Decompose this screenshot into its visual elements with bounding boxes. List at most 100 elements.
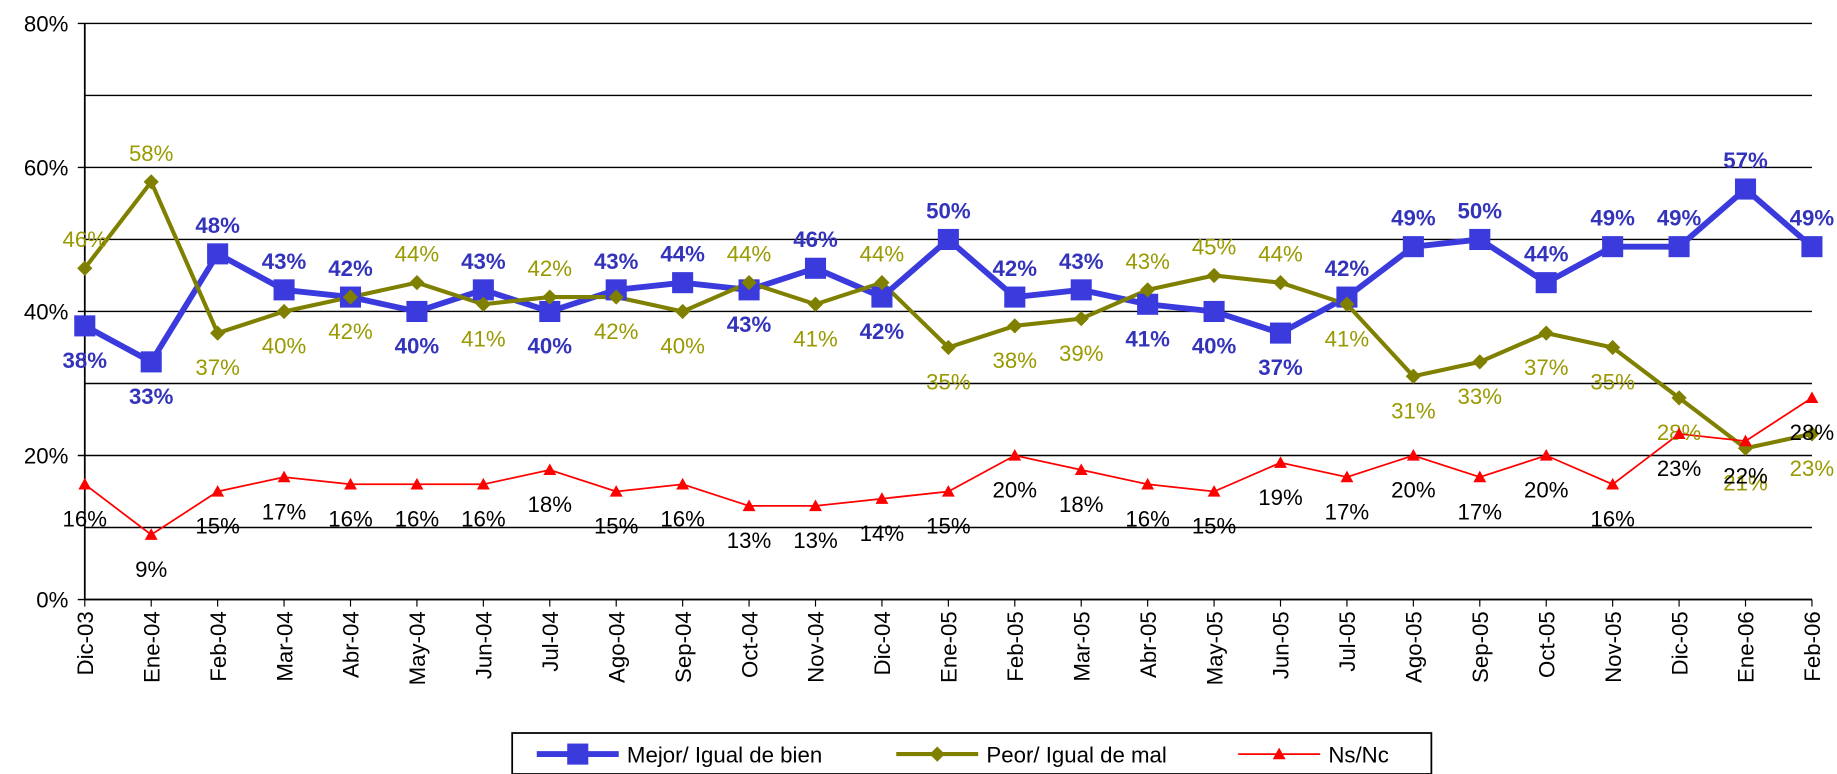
- data-label: 13%: [727, 528, 772, 553]
- data-label: 40%: [528, 334, 573, 359]
- marker: [144, 528, 158, 540]
- data-label: 49%: [1391, 206, 1436, 231]
- data-label: 44%: [860, 242, 905, 267]
- marker: [207, 243, 229, 265]
- data-label: 9%: [135, 557, 167, 582]
- data-label: 44%: [1258, 242, 1303, 267]
- data-label: 38%: [63, 348, 108, 373]
- data-label: 41%: [461, 326, 506, 351]
- marker: [1469, 228, 1491, 250]
- marker: [609, 485, 623, 497]
- data-label: 44%: [727, 242, 772, 267]
- data-label: 40%: [1192, 334, 1237, 359]
- data-label: 23%: [1790, 456, 1835, 481]
- data-label: 42%: [1325, 256, 1370, 281]
- data-label: 58%: [129, 141, 174, 166]
- data-label: 19%: [1258, 485, 1303, 510]
- data-label: 16%: [461, 506, 506, 531]
- x-tick-label: Feb-06: [1800, 611, 1825, 681]
- data-label: 15%: [1192, 514, 1237, 539]
- data-label: 43%: [262, 249, 307, 274]
- data-label: 35%: [1590, 370, 1635, 395]
- y-tick-label: 20%: [24, 444, 69, 469]
- marker: [871, 286, 893, 308]
- data-label: 37%: [195, 355, 240, 380]
- x-tick-label: Ene-05: [937, 611, 962, 683]
- x-tick-label: Mar-05: [1069, 611, 1094, 681]
- marker: [1605, 339, 1621, 356]
- marker: [741, 275, 757, 291]
- x-tick-label: Dic-05: [1667, 611, 1692, 675]
- x-tick-label: Sep-04: [671, 611, 696, 683]
- marker: [742, 499, 756, 512]
- marker: [342, 289, 359, 305]
- x-tick-label: Nov-04: [804, 611, 829, 683]
- data-label: 17%: [1458, 499, 1503, 524]
- data-label: 57%: [1723, 148, 1768, 173]
- marker: [1207, 485, 1221, 497]
- data-label: 44%: [395, 242, 440, 267]
- data-label: 49%: [1790, 206, 1835, 231]
- data-label: 44%: [660, 242, 705, 267]
- legend-item: Ns/Nc: [1238, 742, 1389, 767]
- marker: [1539, 449, 1553, 461]
- marker: [1606, 477, 1620, 490]
- data-label: 15%: [594, 514, 639, 539]
- marker: [77, 260, 93, 276]
- data-label: 15%: [926, 514, 971, 539]
- marker: [1073, 311, 1089, 327]
- data-label: 42%: [993, 256, 1038, 281]
- data-label: 42%: [328, 319, 373, 344]
- marker: [543, 463, 557, 476]
- data-label: 33%: [129, 384, 174, 409]
- marker: [672, 272, 694, 294]
- data-label: 44%: [1524, 242, 1569, 267]
- marker: [140, 351, 162, 373]
- data-label: 16%: [328, 506, 373, 531]
- data-label: 14%: [860, 521, 905, 546]
- marker: [676, 477, 690, 490]
- marker: [1668, 236, 1690, 258]
- data-label: 28%: [1790, 420, 1835, 445]
- marker: [1739, 434, 1752, 447]
- x-tick-label: Jul-05: [1335, 611, 1360, 672]
- marker: [675, 303, 691, 320]
- data-label: 21%: [1723, 470, 1768, 495]
- data-label: 50%: [926, 198, 971, 223]
- marker: [539, 300, 561, 323]
- data-label: 42%: [328, 256, 373, 281]
- marker: [1272, 275, 1289, 291]
- marker: [1805, 391, 1819, 404]
- x-tick-label: Abr-04: [339, 611, 364, 678]
- x-tick-label: Jul-04: [538, 611, 563, 672]
- marker: [1137, 293, 1159, 315]
- marker: [277, 470, 291, 483]
- data-label: 37%: [1258, 355, 1303, 380]
- marker: [1007, 318, 1023, 334]
- marker: [1402, 236, 1424, 258]
- marker: [210, 325, 226, 341]
- data-label: 37%: [1524, 355, 1569, 380]
- y-tick-label: 60%: [24, 156, 69, 181]
- legend-item: Mejor/ Igual de bien: [536, 742, 822, 767]
- data-label: 42%: [528, 256, 573, 281]
- data-label: 18%: [528, 492, 573, 517]
- marker: [937, 228, 959, 250]
- marker: [875, 492, 889, 504]
- marker: [78, 477, 92, 490]
- data-label: 20%: [1391, 478, 1436, 503]
- marker: [1203, 300, 1225, 323]
- marker: [941, 485, 955, 497]
- marker: [406, 300, 428, 323]
- marker: [929, 746, 945, 762]
- marker: [1406, 449, 1420, 461]
- marker: [1140, 282, 1156, 298]
- data-label: 17%: [262, 499, 307, 524]
- data-label: 42%: [594, 319, 639, 344]
- data-label: 16%: [660, 506, 705, 531]
- data-label: 16%: [63, 506, 108, 531]
- marker: [74, 315, 96, 337]
- marker: [1672, 427, 1686, 440]
- marker: [940, 339, 956, 356]
- x-tick-label: Oct-05: [1534, 611, 1559, 678]
